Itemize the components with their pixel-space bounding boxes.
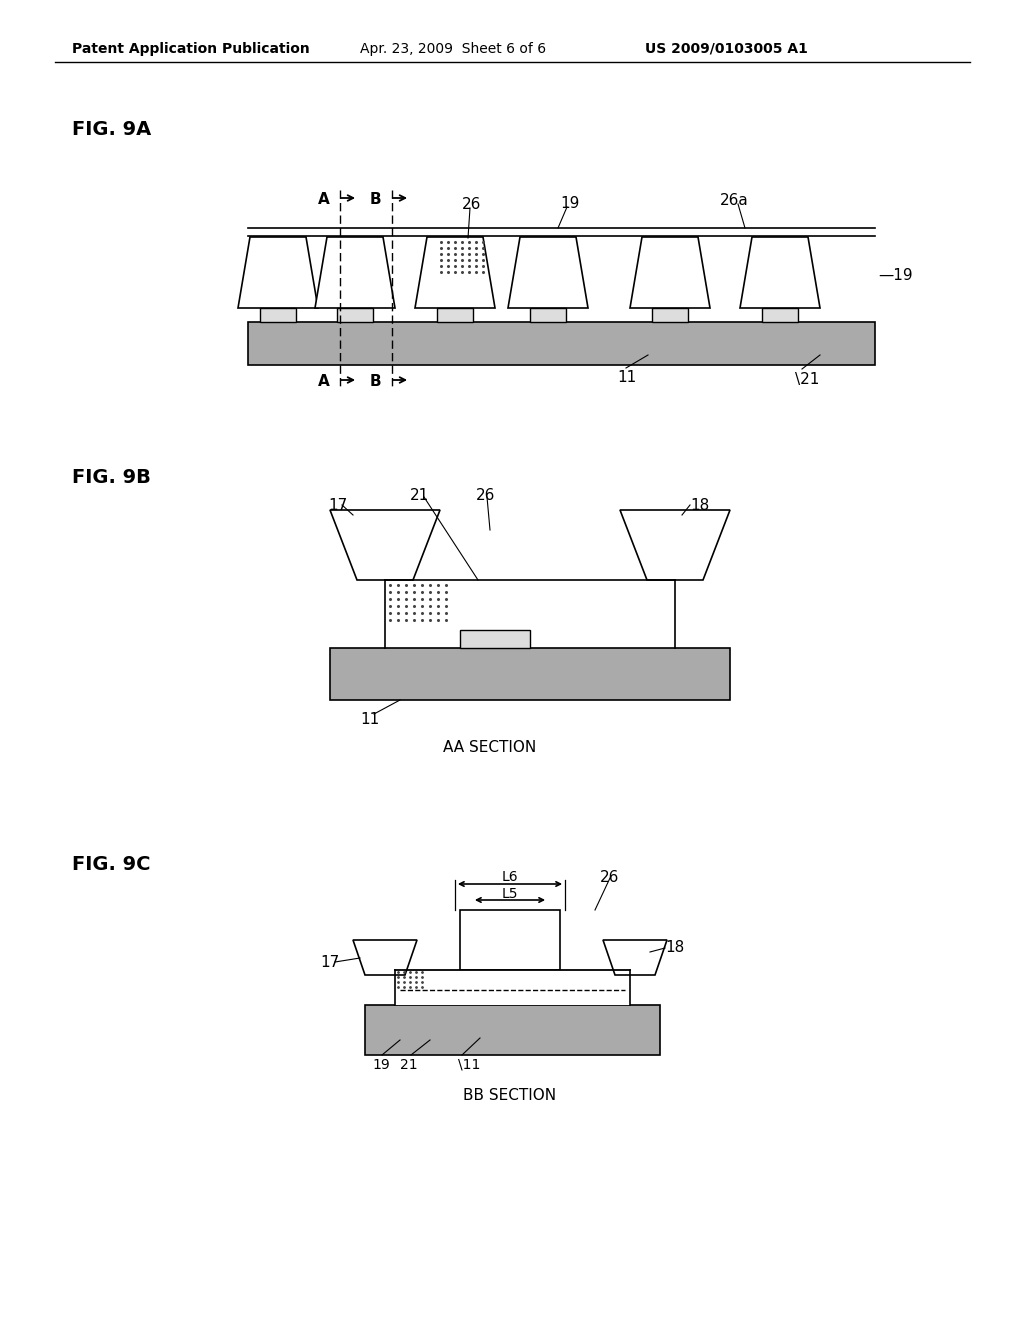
- Polygon shape: [508, 238, 588, 308]
- Text: 26a: 26a: [720, 193, 749, 209]
- Text: Apr. 23, 2009  Sheet 6 of 6: Apr. 23, 2009 Sheet 6 of 6: [360, 42, 546, 55]
- Text: 21: 21: [400, 1059, 418, 1072]
- Bar: [460, 630, 530, 648]
- Text: AA SECTION: AA SECTION: [443, 741, 537, 755]
- Bar: [395, 970, 630, 1005]
- Text: Patent Application Publication: Patent Application Publication: [72, 42, 309, 55]
- Text: L6: L6: [502, 870, 518, 884]
- Text: 11: 11: [617, 370, 636, 385]
- Polygon shape: [603, 940, 667, 975]
- Bar: [365, 1005, 660, 1055]
- Text: 19: 19: [560, 195, 580, 211]
- Bar: [652, 308, 688, 322]
- Polygon shape: [415, 238, 495, 308]
- Bar: [248, 322, 874, 366]
- Text: FIG. 9A: FIG. 9A: [72, 120, 152, 139]
- Polygon shape: [330, 510, 440, 579]
- Bar: [337, 308, 373, 322]
- Text: 17: 17: [319, 954, 339, 970]
- Polygon shape: [740, 238, 820, 308]
- Text: A: A: [318, 374, 330, 389]
- Bar: [330, 648, 730, 700]
- Text: 21: 21: [410, 488, 429, 503]
- Bar: [762, 308, 798, 322]
- Text: 26: 26: [462, 197, 481, 213]
- Text: 26: 26: [600, 870, 620, 884]
- Text: B: B: [370, 191, 382, 207]
- Text: A: A: [318, 191, 330, 207]
- Text: 17: 17: [328, 498, 347, 513]
- Bar: [385, 579, 675, 630]
- Bar: [437, 308, 473, 322]
- Polygon shape: [353, 940, 417, 975]
- Text: 18: 18: [665, 940, 684, 954]
- Polygon shape: [238, 238, 318, 308]
- Text: US 2009/0103005 A1: US 2009/0103005 A1: [645, 42, 808, 55]
- Text: 18: 18: [690, 498, 710, 513]
- Text: \21: \21: [795, 372, 819, 387]
- Bar: [530, 308, 566, 322]
- Text: FIG. 9B: FIG. 9B: [72, 469, 151, 487]
- Polygon shape: [630, 238, 710, 308]
- Text: 11: 11: [360, 711, 379, 727]
- Text: —19: —19: [878, 268, 912, 282]
- Bar: [260, 308, 296, 322]
- Text: B: B: [370, 374, 382, 389]
- Bar: [460, 909, 560, 970]
- Polygon shape: [620, 510, 730, 579]
- Text: BB SECTION: BB SECTION: [464, 1088, 557, 1104]
- Polygon shape: [315, 238, 395, 308]
- Text: \11: \11: [458, 1059, 480, 1072]
- Text: FIG. 9C: FIG. 9C: [72, 855, 151, 874]
- Text: 26: 26: [476, 488, 496, 503]
- Text: 19: 19: [372, 1059, 390, 1072]
- Text: L5: L5: [502, 887, 518, 902]
